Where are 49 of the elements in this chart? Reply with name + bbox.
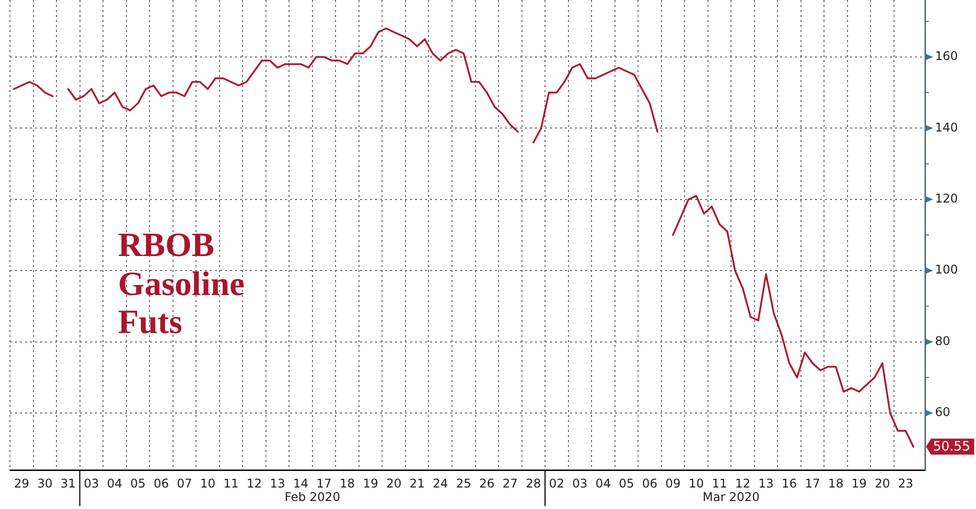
x-tick-label: 18 [340, 476, 355, 490]
x-tick-label: 12 [735, 476, 750, 490]
x-tick-label: 04 [107, 476, 122, 490]
text: Feb 2020 [284, 490, 340, 504]
x-tick-label: 16 [782, 476, 797, 490]
x-tick-label: 10 [688, 476, 704, 490]
x-tick-label: 23 [898, 476, 914, 490]
x-tick-label: 27 [502, 476, 518, 490]
x-tick-label: 02 [549, 476, 564, 490]
x-tick-label: 09 [665, 476, 681, 490]
x-tick-label: 07 [176, 476, 192, 490]
x-tick-label: 14 [293, 476, 308, 490]
x-tick-label: 24 [432, 476, 448, 490]
y-tick-label: 80 [935, 334, 950, 348]
x-tick-label: 13 [270, 476, 286, 490]
x-tick-label: 11 [712, 476, 728, 490]
x-tick-label: 20 [386, 476, 402, 490]
x-tick-label: 05 [618, 476, 634, 490]
x-tick-label: 12 [246, 476, 262, 490]
x-tick-label: 28 [526, 476, 542, 490]
x-tick-label: 25 [456, 476, 472, 490]
y-tick-label: 120 [935, 192, 958, 206]
data-label: 50.55 [933, 440, 970, 455]
x-tick-label: 26 [479, 476, 495, 490]
x-tick-label: 19 [851, 476, 867, 490]
text: Mar 2020 [702, 490, 760, 504]
x-tick-label: 18 [828, 476, 844, 490]
x-tick-label: 06 [642, 476, 658, 490]
x-tick-label: 21 [409, 476, 425, 490]
y-tick-label: 100 [935, 262, 958, 277]
x-tick-label: 19 [362, 476, 378, 490]
x-tick-label: 31 [60, 476, 76, 490]
x-tick-label: 29 [14, 476, 30, 490]
x-tick-label: 20 [874, 476, 890, 490]
x-tick-label: 17 [316, 476, 332, 490]
y-tick-label: 140 [935, 120, 958, 134]
x-tick-label: 03 [572, 476, 588, 490]
x-tick-label: 06 [154, 476, 169, 490]
x-tick-label: 03 [84, 476, 100, 490]
x-tick-label: 10 [200, 476, 216, 490]
x-tick-label: 04 [596, 476, 611, 490]
x-tick-label: 30 [37, 476, 53, 490]
x-tick-label: 05 [130, 476, 146, 490]
y-tick-label: 60 [935, 405, 950, 420]
x-tick-label: 11 [223, 476, 239, 490]
x-tick-label: 13 [758, 476, 774, 490]
y-tick-label: 160 [935, 49, 958, 64]
x-tick-label: 17 [804, 476, 820, 490]
text: RBOB Gasoline Futs [118, 227, 246, 342]
